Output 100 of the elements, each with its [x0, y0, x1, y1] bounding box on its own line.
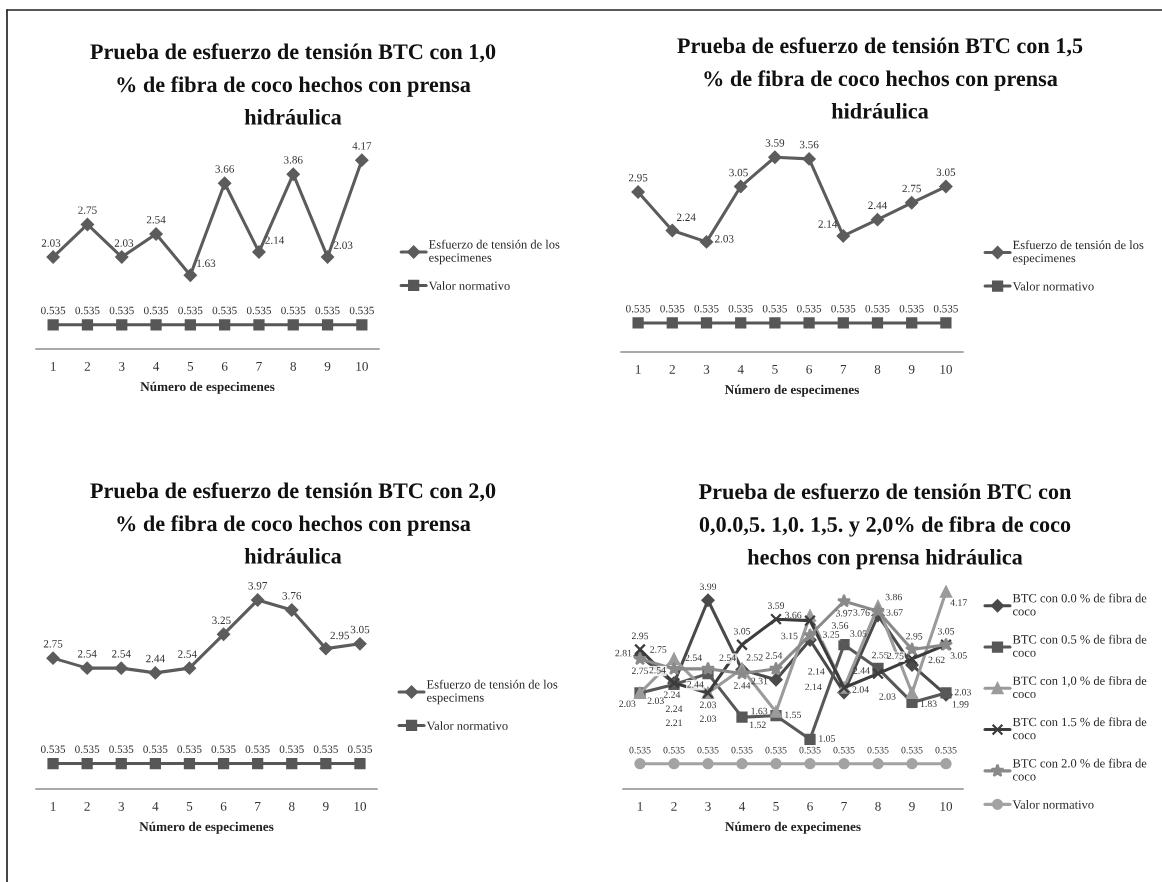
data-label: 2.03: [114, 239, 134, 247]
data-label: 2.95: [906, 632, 923, 640]
x-tick-label: 2: [84, 801, 90, 811]
data-label: 2.44: [687, 681, 704, 688]
data-label: 0.535: [626, 304, 651, 313]
data-label: 1.05: [819, 735, 835, 742]
data-label: 0.535: [143, 745, 168, 753]
data-label: 3.76: [853, 609, 870, 616]
chart-title: Prueba de esfuerzo de tensión BTC con 1,0 % de fibra de coco hechos con prensa hidráulica: [90, 43, 496, 125]
chart-title: Prueba de esfuerzo de tensión BTC con 1,5 % de fibra de coco hechos con prensa hidráulica: [677, 37, 1083, 119]
x-tick-label: 1: [51, 361, 56, 371]
data-label: 2.95: [631, 632, 649, 640]
data-label: 2.75: [887, 652, 904, 660]
x-axis-title: Número de especimenes: [139, 821, 274, 834]
x-tick-label: 7: [840, 365, 847, 374]
legend-label: BTC con 2.0 % de fibra de coco: [1012, 758, 1147, 781]
data-label: 3.66: [215, 165, 235, 173]
data-label: 0.535: [347, 745, 373, 753]
data-label: 0.535: [75, 745, 100, 753]
data-label: 0.535: [629, 746, 651, 754]
data-label: 3.76: [282, 592, 302, 600]
data-label: 0.535: [245, 745, 270, 753]
x-tick-label: 4: [153, 361, 160, 371]
data-label: 0.535: [663, 746, 685, 754]
x-tick-label: 3: [119, 361, 125, 371]
data-label: 2.03: [879, 693, 896, 700]
x-tick-label: 8: [290, 361, 297, 371]
data-label: 0.535: [933, 304, 958, 313]
legend-label: Valor normativo: [428, 281, 510, 291]
x-tick-label: 6: [806, 364, 812, 374]
data-label: 4.17: [950, 599, 967, 606]
data-label: 3.99: [699, 583, 717, 590]
data-label: 1.52: [750, 721, 766, 729]
data-label: 3.66: [785, 611, 802, 619]
x-tick-label: 10: [940, 364, 952, 374]
legend-label: Esfuerzo de tensión de los especimenes: [429, 239, 560, 265]
data-label: 3.05: [950, 652, 967, 659]
chart-title: Prueba de esfuerzo de tensión BTC con 0,0.0,5. 1,0. 1,5. y 2,0% de fibra de coco hechos con prensa hidráulica: [698, 483, 1072, 570]
x-axis-title: Número de especimenes: [724, 384, 859, 397]
x-tick-label: 3: [703, 364, 710, 374]
data-label: 0.535: [41, 306, 66, 315]
data-label: 3.05: [733, 627, 751, 635]
data-label: 1.99: [952, 701, 969, 708]
data-label: 2.44: [868, 201, 888, 210]
data-label: 3.86: [885, 593, 902, 601]
data-label: 2.03: [619, 700, 636, 708]
data-label: 0.535: [865, 304, 890, 313]
x-tick-label: 3: [705, 801, 711, 811]
x-tick-label: 5: [772, 365, 778, 374]
data-label: 0.535: [765, 746, 787, 754]
data-label: 3.25: [212, 616, 231, 625]
x-tick-label: 2: [671, 801, 677, 811]
data-label: 2.75: [902, 184, 921, 193]
data-label: 2.31: [751, 677, 768, 685]
data-label: 3.05: [936, 168, 956, 177]
x-tick-label: 6: [220, 801, 227, 811]
data-label: 0.535: [212, 306, 237, 315]
data-label: 0.535: [177, 745, 202, 753]
x-tick-label: 8: [875, 801, 881, 811]
legend-label: Valor normativo: [426, 721, 508, 731]
data-label: 2.44: [733, 682, 751, 689]
x-tick-label: 1: [635, 364, 641, 374]
data-label: 2.75: [650, 646, 667, 653]
x-axis-title: Número de especimenes: [140, 381, 275, 394]
data-label: 3.97: [835, 609, 853, 617]
data-label: 0.535: [831, 304, 856, 313]
data-label: 3.56: [831, 622, 849, 629]
data-label: 2.14: [808, 668, 825, 675]
data-label: 2.54: [765, 652, 783, 659]
data-label: 1.63: [197, 259, 216, 268]
x-tick-label: 2: [84, 361, 91, 371]
data-label: 2.24: [665, 705, 683, 713]
data-label: 0.535: [279, 745, 304, 753]
data-label: 2.54: [112, 650, 131, 658]
x-tick-label: 4: [738, 801, 746, 811]
data-label: 2.75: [43, 640, 63, 648]
x-tick-label: 4: [152, 801, 159, 811]
data-label: 0.535: [211, 745, 236, 753]
data-label: 3.67: [886, 609, 903, 616]
data-label: 0.535: [901, 746, 923, 754]
data-label: 0.535: [281, 306, 306, 315]
data-label: 0.535: [833, 746, 855, 754]
data-label: 0.535: [731, 746, 753, 754]
data-label: 0.535: [694, 304, 719, 313]
legend-label: Esfuerzo de tensión de los especimens: [426, 679, 558, 705]
legend-label: BTC con 0.0 % de fibra de coco: [1012, 593, 1147, 616]
data-label: 3.05: [729, 168, 748, 177]
x-tick-label: 9: [322, 801, 329, 811]
data-label: 0.535: [109, 306, 134, 315]
data-label: 2.14: [805, 683, 822, 691]
data-label: 2.52: [746, 654, 763, 661]
data-label: 2.75: [78, 206, 97, 214]
x-tick-label: 9: [908, 364, 915, 374]
data-label: 2.44: [146, 654, 165, 663]
data-label: 0.535: [246, 306, 272, 315]
data-label: 2.54: [649, 666, 666, 674]
data-label: 4.17: [352, 142, 372, 150]
data-label: 2.14: [265, 236, 285, 244]
x-tick-label: 5: [186, 802, 193, 811]
data-label: 0.535: [349, 306, 374, 315]
